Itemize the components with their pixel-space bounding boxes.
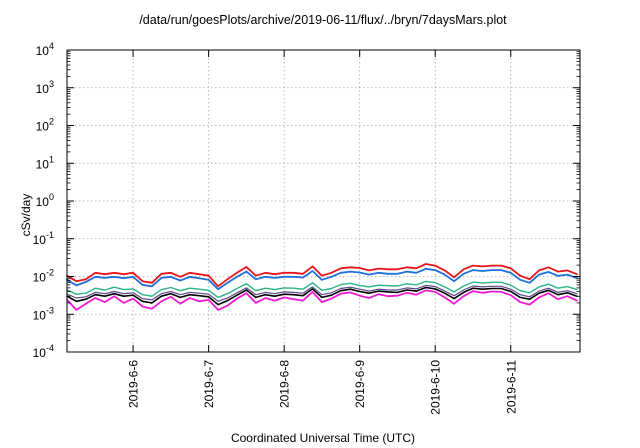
y-tick-base: 10	[36, 195, 50, 209]
y-tick-base: 10	[33, 271, 47, 285]
y-tick-label: 10-2	[33, 268, 54, 285]
y-tick-base: 10	[36, 120, 50, 134]
x-tick-label: 2019-6-10	[429, 360, 443, 415]
series-line	[66, 263, 578, 288]
y-tick-base: 10	[33, 233, 47, 247]
y-tick-label: 10-3	[33, 305, 54, 322]
x-tick-label: 2019-6-11	[504, 360, 518, 414]
y-axis-label: cSv/day	[19, 194, 33, 237]
y-tick-exponent: -1	[46, 230, 54, 240]
series-line	[66, 267, 578, 291]
y-tick-label: 104	[36, 41, 54, 58]
y-tick-exponent: -4	[46, 343, 54, 353]
y-tick-exponent: -2	[46, 268, 54, 278]
x-tick-label: 2019-6-6	[127, 360, 141, 408]
series-line	[66, 284, 578, 302]
x-tick-label: 2019-6-8	[278, 360, 292, 408]
y-tick-label: 102	[36, 117, 54, 134]
y-tick-exponent: 2	[49, 117, 54, 127]
x-axis-label: Coordinated Universal Time (UTC)	[231, 431, 415, 445]
plot-frame	[66, 49, 581, 353]
series-lines	[66, 263, 578, 311]
y-tick-label: 103	[36, 79, 54, 96]
x-tick-label: 2019-6-7	[202, 360, 216, 408]
y-tick-base: 10	[33, 346, 47, 360]
series-line	[66, 280, 578, 299]
y-tick-exponent: 1	[49, 154, 54, 164]
y-tick-exponent: 0	[49, 192, 54, 202]
series-line	[66, 286, 578, 306]
y-tick-label: 10-1	[33, 230, 54, 247]
y-tick-label: 101	[36, 154, 54, 171]
y-tick-label: 10-4	[33, 343, 54, 360]
series-line	[66, 289, 578, 311]
y-tick-base: 10	[33, 308, 47, 322]
y-tick-exponent: 4	[49, 41, 54, 51]
y-tick-label: 100	[36, 192, 54, 209]
y-tick-base: 10	[36, 82, 50, 96]
y-tick-exponent: 3	[49, 79, 54, 89]
y-tick-base: 10	[36, 44, 50, 58]
x-tick-label: 2019-6-9	[353, 360, 367, 408]
grid-lines	[67, 50, 580, 352]
y-tick-exponent: -3	[46, 305, 54, 315]
chart-title: /data/run/goesPlots/archive/2019-06-11/f…	[139, 13, 507, 27]
y-tick-base: 10	[36, 157, 50, 171]
